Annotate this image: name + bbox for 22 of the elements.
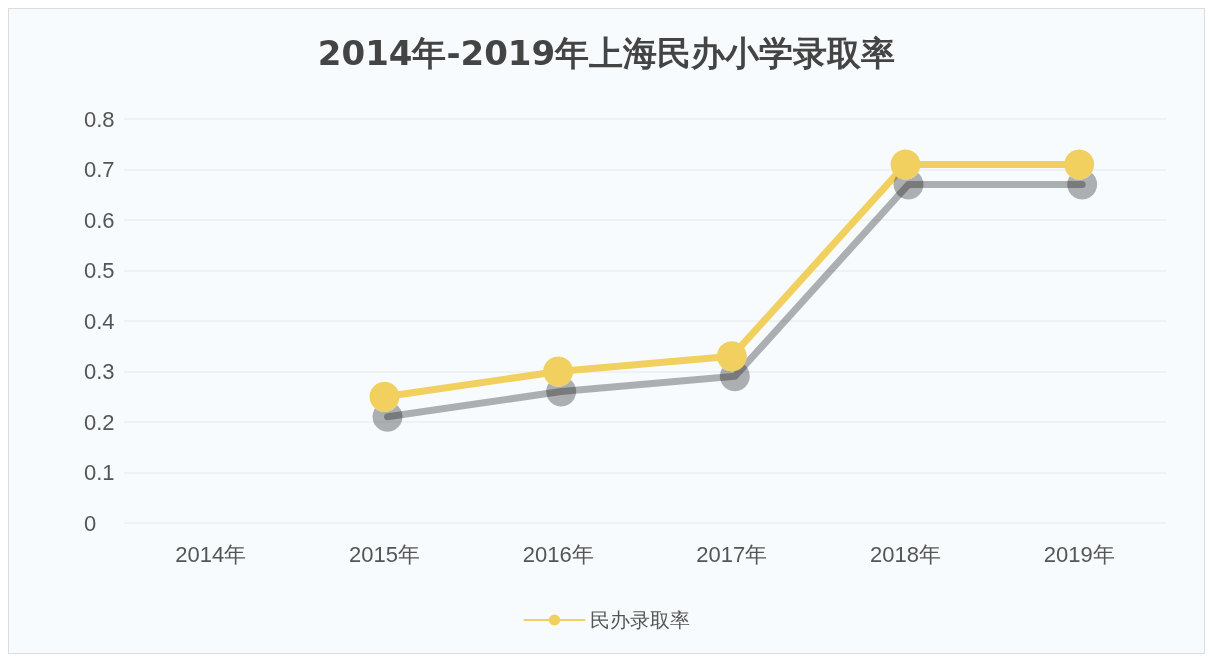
y-tick-label: 0.5 bbox=[84, 258, 115, 283]
y-tick-label: 0.1 bbox=[84, 460, 115, 485]
y-tick-label: 0.2 bbox=[84, 409, 115, 435]
x-tick-label: 2017年 bbox=[696, 541, 768, 567]
y-tick-label: 0.7 bbox=[84, 157, 115, 182]
point bbox=[1064, 149, 1095, 180]
x-tick-label: 2016年 bbox=[522, 541, 594, 567]
x-tick-label: 2019年 bbox=[1043, 541, 1115, 567]
y-tick-label: 0 bbox=[84, 510, 97, 536]
point bbox=[890, 149, 921, 180]
y-tick-label: 0.4 bbox=[84, 308, 115, 334]
x-tick-label: 2018年 bbox=[870, 541, 941, 567]
y-tick-label: 0.8 bbox=[84, 106, 115, 132]
chart-title: 2014年-2019年上海民办小学录取率 bbox=[317, 33, 896, 73]
point bbox=[716, 341, 747, 372]
y-tick-label: 0.3 bbox=[84, 359, 115, 384]
point bbox=[369, 381, 400, 412]
legend-label: 民办录取率 bbox=[589, 608, 690, 632]
x-tick-label: 2015年 bbox=[349, 541, 420, 567]
x-tick-label: 2014年 bbox=[175, 541, 247, 567]
y-tick-label: 0.6 bbox=[84, 207, 115, 233]
point bbox=[543, 356, 574, 387]
